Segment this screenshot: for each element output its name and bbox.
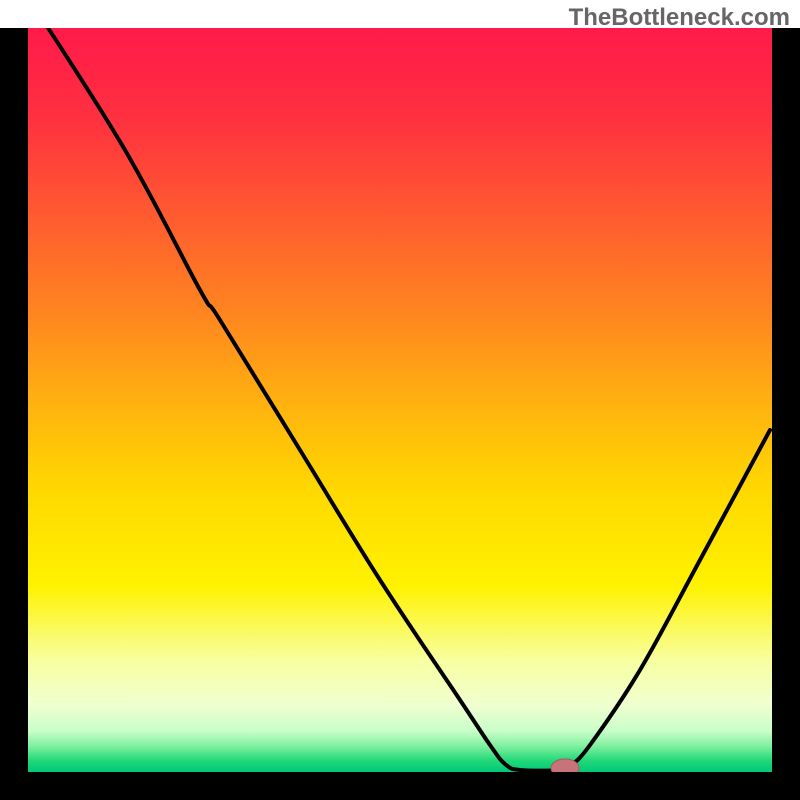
- plot-background: [28, 28, 772, 772]
- watermark-text: TheBottleneck.com: [569, 4, 790, 32]
- chart-stage: TheBottleneck.com: [0, 0, 800, 800]
- bottleneck-chart-svg: [0, 0, 800, 800]
